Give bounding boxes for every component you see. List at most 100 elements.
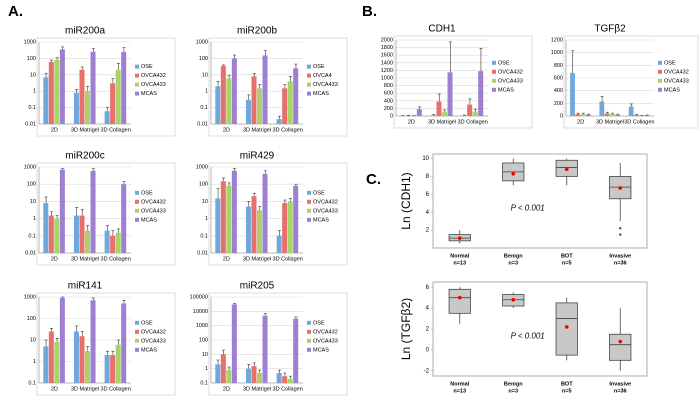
y-tick-label: -2 — [424, 368, 430, 374]
bar — [416, 109, 422, 116]
bar — [215, 198, 221, 253]
y-tick-label: 0 — [390, 113, 393, 119]
bar — [48, 62, 54, 124]
bar — [226, 185, 232, 253]
y-tick-label: 2000 — [381, 37, 393, 43]
bar — [599, 101, 605, 116]
x-tick-label: 2D — [51, 256, 58, 262]
category-label: Invasive — [609, 381, 631, 387]
bar — [48, 215, 54, 253]
y-tick-label: 6 — [426, 285, 430, 291]
bar — [73, 331, 79, 383]
y-tick-label: 1000 — [24, 39, 36, 45]
y-tick-label: 100 — [199, 337, 208, 343]
legend-label: OVCA433 — [498, 78, 523, 84]
bar — [115, 232, 121, 253]
y-tick-label: 1000 — [196, 323, 208, 329]
bar — [73, 92, 79, 124]
legend-swatch — [492, 87, 496, 92]
legend-swatch — [307, 347, 311, 352]
y-tick-label: 1000 — [24, 164, 36, 170]
bar — [472, 111, 478, 116]
bar — [251, 196, 257, 253]
legend-swatch — [658, 78, 662, 83]
bar — [262, 173, 268, 253]
x-tick-label: 3D Collagen — [273, 386, 303, 392]
y-tick-label: 10 — [30, 337, 36, 343]
x-tick-label: 3D Matrigel — [428, 119, 456, 125]
bar — [215, 86, 221, 124]
legend-label: OSE — [498, 60, 510, 66]
y-tick-label: 1200 — [551, 37, 563, 43]
bar — [54, 218, 60, 253]
bar — [59, 169, 65, 253]
bar — [85, 91, 91, 124]
x-tick-label: 2D — [51, 386, 58, 392]
y-tick-label: 1000 — [551, 50, 563, 56]
legend-label: OVCA433 — [141, 208, 166, 214]
legend-label: OVCA432 — [498, 69, 523, 75]
bar — [276, 372, 282, 383]
bar — [478, 71, 484, 116]
category-label: BOT — [561, 253, 573, 259]
legend-swatch — [307, 329, 311, 334]
plot-frame — [432, 153, 648, 249]
y-tick-label: 4 — [426, 306, 430, 312]
category-label: Normal — [450, 253, 469, 259]
y-tick-label: 0.1 — [28, 233, 36, 239]
bar — [79, 215, 85, 253]
plot-frame — [563, 35, 699, 129]
legend-label: OVCA432 — [664, 69, 689, 75]
y-tick-label: 1000 — [24, 294, 36, 300]
category-n: n=3 — [508, 260, 518, 266]
x-tick-label: 3D Collagen — [624, 119, 654, 125]
y-tick-label: 0.01 — [197, 121, 208, 127]
bar — [257, 88, 263, 124]
legend-swatch — [135, 217, 139, 222]
bar — [442, 112, 448, 116]
bar — [226, 78, 232, 124]
bar — [615, 114, 621, 116]
category-n: n=13 — [453, 388, 466, 394]
bar — [628, 106, 634, 116]
y-tick-label: 600 — [384, 91, 393, 97]
legend-label: OVCA433 — [313, 82, 338, 88]
y-tick-label: 10 — [202, 352, 208, 358]
bar — [110, 83, 116, 124]
y-tick-label: 1200 — [381, 68, 393, 74]
bar — [634, 115, 639, 116]
category-n: n=36 — [614, 260, 627, 266]
bar — [282, 88, 288, 124]
y-tick-label: 800 — [554, 63, 563, 69]
legend-swatch — [307, 199, 311, 204]
y-tick-label: 1800 — [381, 45, 393, 51]
bar — [121, 51, 127, 125]
bar — [104, 355, 110, 383]
bar — [282, 376, 288, 383]
bar — [447, 72, 453, 116]
legend-label: MCAS — [141, 91, 157, 97]
x-tick-label: 2D — [408, 119, 415, 125]
bar — [226, 370, 232, 383]
legend-swatch — [307, 73, 311, 78]
y-tick-label: 100 — [27, 182, 36, 188]
chart-title: miR200c — [65, 151, 104, 162]
y-tick-label: 6 — [426, 192, 430, 198]
y-tick-label: 2 — [426, 228, 430, 234]
box — [609, 333, 632, 361]
legend-swatch — [307, 338, 311, 343]
plot-frame — [393, 35, 533, 129]
chart-title: miR205 — [240, 281, 275, 292]
mean-dot — [457, 295, 462, 300]
plot-frame — [36, 292, 176, 396]
bar — [79, 69, 85, 124]
bar — [287, 201, 293, 253]
bar — [293, 68, 299, 124]
legend-swatch — [135, 73, 139, 78]
legend-swatch — [307, 208, 311, 213]
y-tick-label: 0 — [560, 113, 563, 119]
y-tick-label: 100000 — [190, 294, 208, 300]
legend-label: OSE — [313, 64, 325, 70]
x-tick-label: 3D Matrigel — [243, 386, 271, 392]
bar — [48, 331, 54, 383]
